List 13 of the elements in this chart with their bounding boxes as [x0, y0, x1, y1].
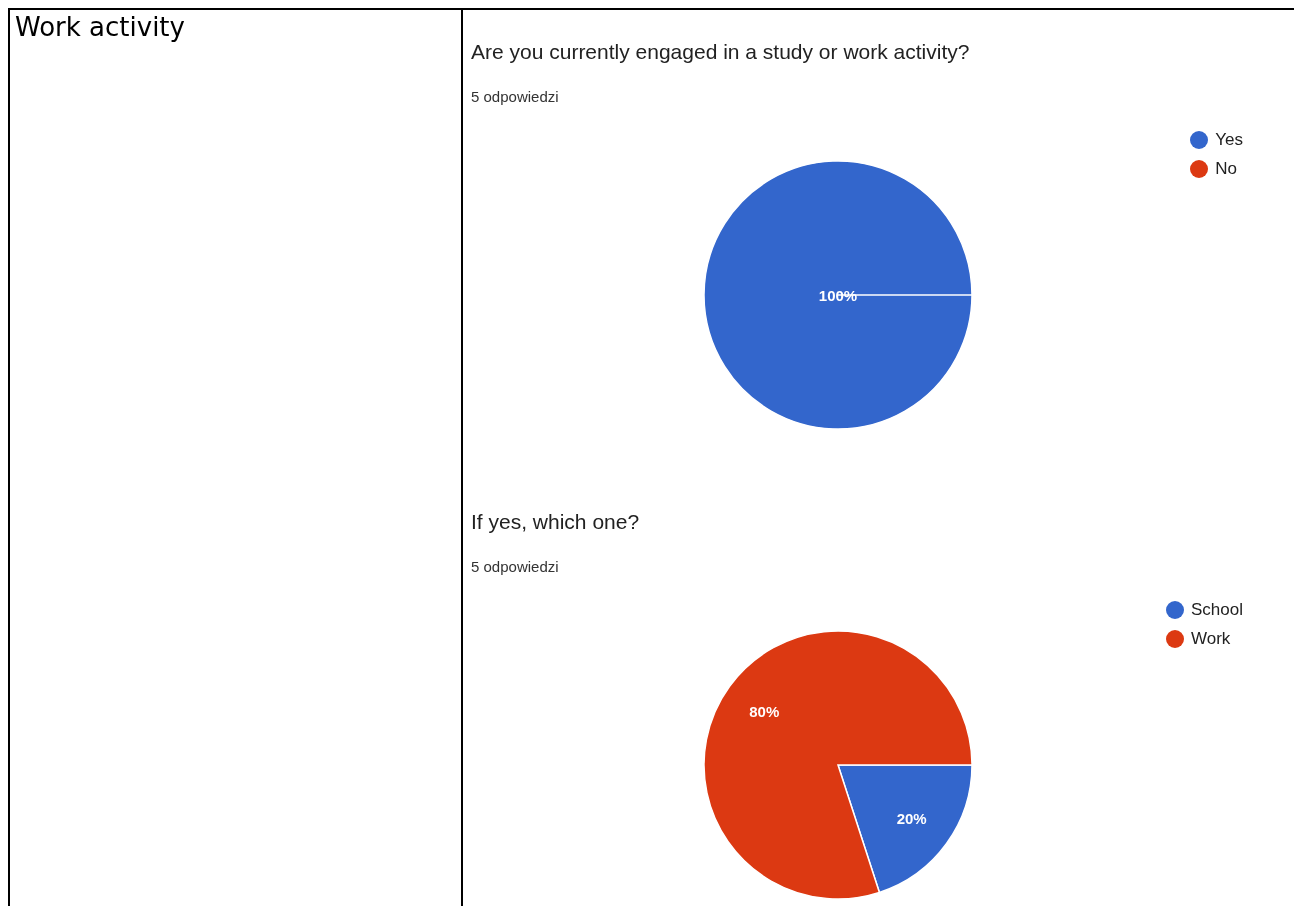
data-label: 100% [818, 286, 858, 304]
legend-label: Yes [1215, 129, 1243, 150]
text: Work activity [15, 12, 185, 42]
text: 5 odpowiedzi [471, 88, 559, 105]
legend-label: School [1191, 599, 1243, 620]
text: 5 odpowiedzi [471, 558, 559, 575]
pie-slice [703, 630, 973, 900]
legend-label: No [1215, 158, 1237, 179]
data-label: 80% [749, 702, 780, 720]
chart-title: If yes, which one? [471, 510, 640, 534]
chart-title: Are you currently engaged in a study or work activity? [471, 40, 970, 64]
data-label: 20% [896, 810, 927, 828]
legend-label: Work [1191, 628, 1231, 649]
